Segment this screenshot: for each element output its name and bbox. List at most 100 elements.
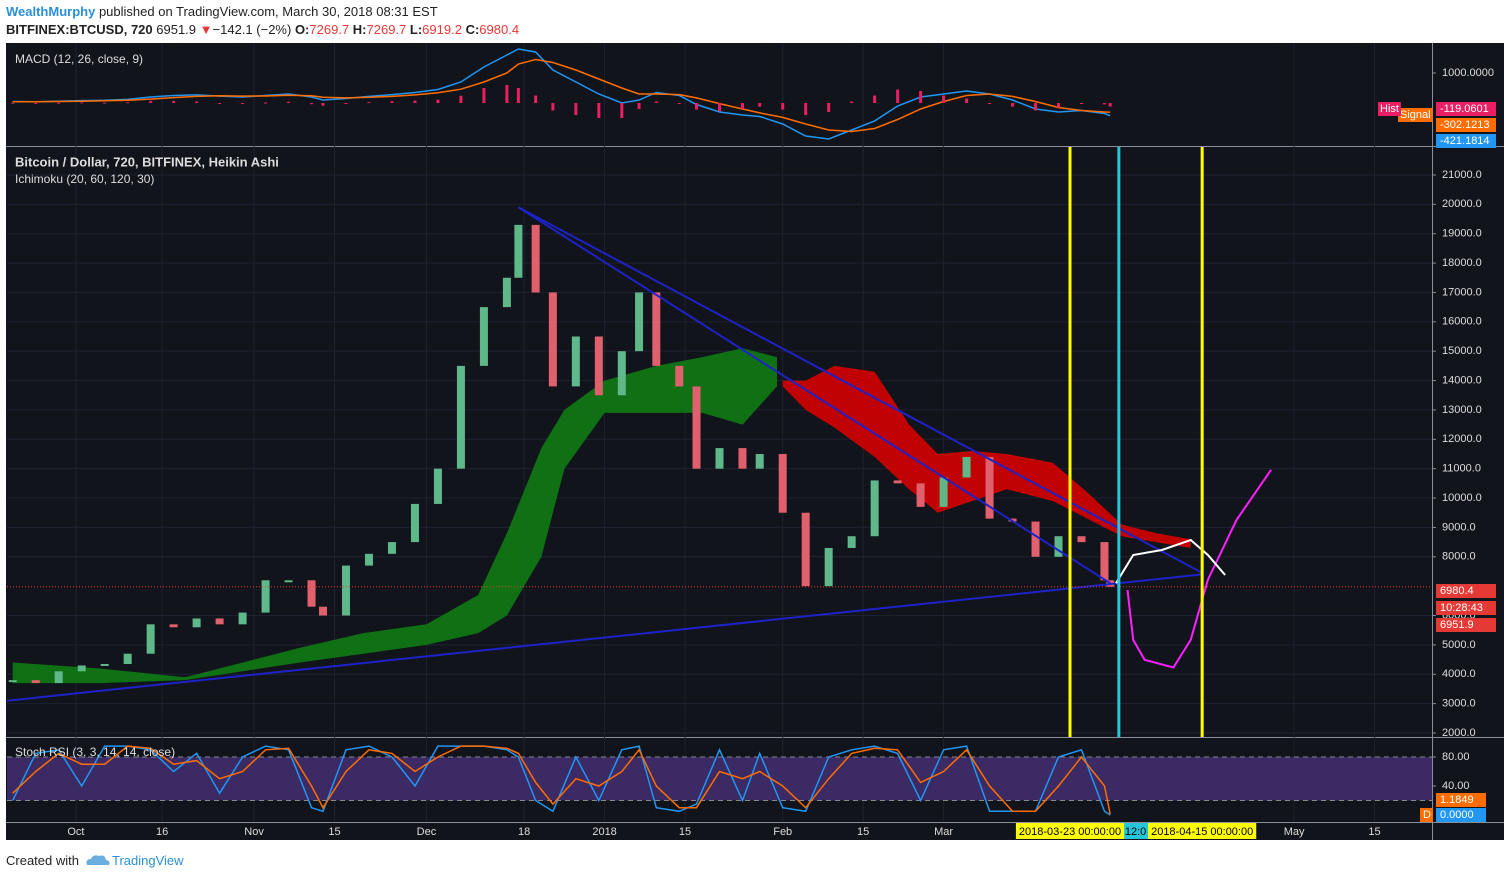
hist-bar [413,100,417,104]
ichimoku-cloud [12,348,777,684]
period-box [1420,808,1433,822]
candle [801,512,810,587]
x-tick-label: Dec [417,826,437,838]
x-tick-label: Nov [244,826,264,838]
hist-bar [1108,103,1112,107]
y-tick-label: 15000.0 [1442,345,1482,357]
candle [100,663,109,666]
hist-bar [149,100,153,104]
h-label: H: [352,22,367,37]
hist-bar [287,101,291,104]
hist-bar [11,102,15,104]
y-tick-label: 18000.0 [1442,257,1482,269]
symbol: BITFINEX:BTCUSD, 720 [6,22,153,37]
y-tick-label: 3000.0 [1442,698,1476,710]
legend-name: Signal [1400,109,1431,121]
candle [617,351,626,396]
drawing [517,206,1111,585]
stoch-line [12,745,1111,816]
hist-bar [677,103,681,105]
value-label: -302.1213 [1440,119,1490,131]
hist-bar [534,95,538,104]
price-label-box [1436,584,1496,598]
candle [54,671,63,684]
candle [146,624,155,654]
candle [548,292,557,387]
pane-subtitle: Ichimoku (20, 60, 120, 30) [15,172,154,186]
pane-title: Bitcoin / Dollar, 720, BITFINEX, Heikin … [15,154,279,169]
candle [479,307,488,366]
value-label-box [1436,793,1486,807]
hist-bar [264,102,268,104]
x-tick-label: 15 [328,826,340,838]
hist-bar [80,102,84,104]
drawing [517,206,1203,574]
value-label-box [1436,134,1496,148]
hist-bar [218,103,222,105]
candle [824,547,833,587]
y-tick-label: 40.00 [1442,780,1470,792]
value-label-box [1436,808,1486,822]
candle [192,618,201,628]
hist-bar [637,103,641,110]
legend-box [1398,108,1433,122]
hist-bar [919,91,923,104]
hist-bar [126,102,130,104]
x-tick-label: 15 [679,826,691,838]
o-label: O: [294,22,310,37]
author[interactable]: WealthMurphy [6,4,96,19]
candle [342,565,351,616]
created-with: Created with [6,853,79,868]
hist-bar [965,98,969,104]
c-label: C: [465,22,480,37]
y-tick-label: 12000.0 [1442,433,1482,445]
hist-bar [873,95,877,104]
y-tick-label: 17000.0 [1442,286,1482,298]
hist-bar [896,89,900,104]
hist-bar [57,102,61,104]
candle [571,336,580,387]
hist-bar [482,88,486,104]
chart: Oct 16 Nov 15 Dec 18 2018 15 Feb 15 Mar May 15 2000.0… [6,43,1504,840]
low: 6919.2 [422,22,462,37]
hist-bar [620,103,624,119]
hist-bar [988,103,992,105]
l-label: L: [409,22,423,37]
drawing [7,573,1203,702]
candle [1077,536,1086,543]
x-tick-label: 16 [156,826,168,838]
legend-name: Hist [1380,103,1399,115]
value-label-box [1436,102,1496,116]
candle [364,553,373,566]
x-tick-label: 15 [857,826,869,838]
change: −142.1 (−2%) [212,22,292,37]
candle [738,448,747,469]
stoch-line [12,745,1111,815]
hist-bar [34,103,38,105]
candle [410,503,419,543]
hist-bar [436,99,440,104]
candle [755,453,764,469]
hist-bar [321,103,325,106]
y-tick-label: 80.00 [1442,751,1470,763]
hist-bar [241,103,245,105]
x-tick-label: 15 [1368,826,1380,838]
hist-bar [804,103,808,116]
last: 6951.9 [156,22,197,37]
y-tick-label: 8000.0 [1442,551,1476,563]
hist-bar [695,103,699,110]
candle [123,653,132,664]
value-label: -119.0601 [1440,103,1489,115]
plot [7,43,1432,822]
macd-line [12,58,1111,133]
brand[interactable]: TradingView [112,853,184,868]
candle [594,336,603,396]
x-tick-label: Mar [934,826,953,838]
candle [238,612,247,625]
candle [1031,521,1040,557]
y-tick-label: 19000.0 [1442,228,1482,240]
x-tick-label: May [1284,826,1305,838]
y-tick-label: 10000.0 [1442,492,1482,504]
hist-bar [367,102,371,104]
candle [77,665,86,672]
